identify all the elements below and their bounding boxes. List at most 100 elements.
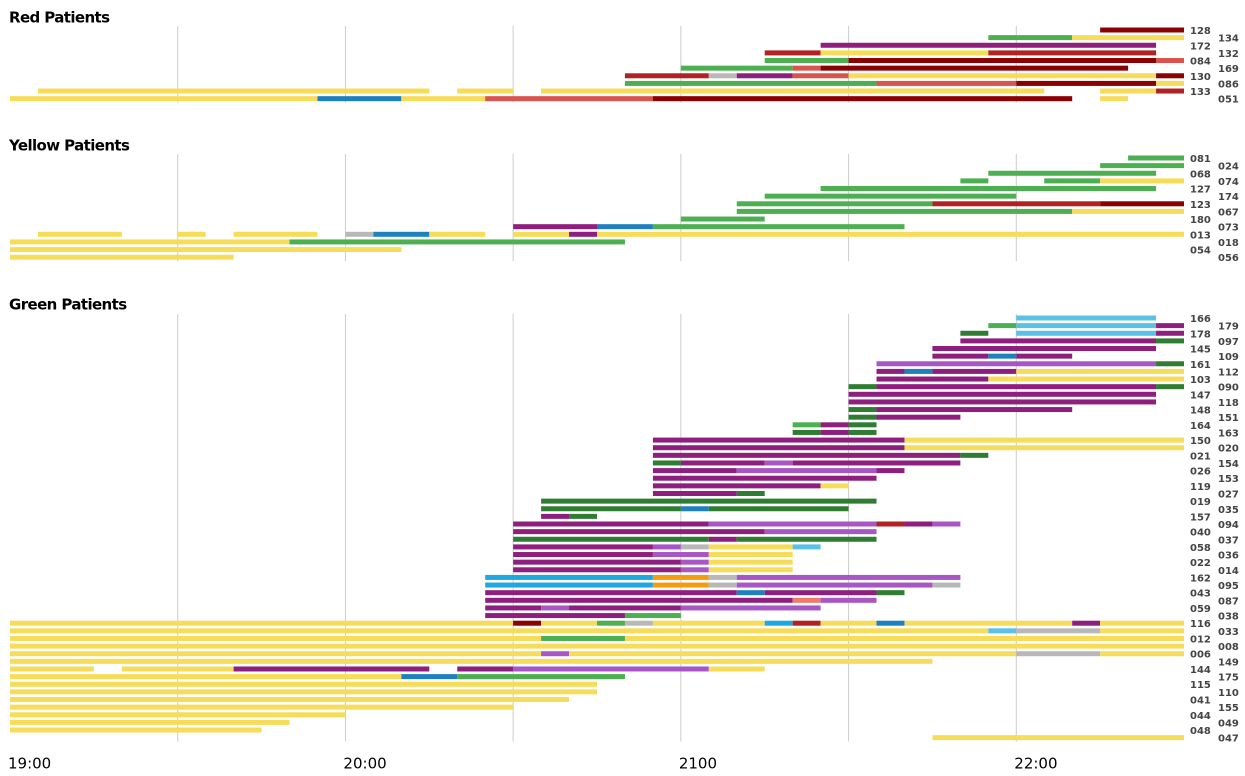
segment (876, 361, 1157, 367)
segment (10, 689, 597, 695)
segment (10, 651, 542, 657)
row-label: 054 (1190, 246, 1211, 257)
segment (1016, 651, 1101, 657)
segment (1016, 330, 1157, 336)
row-label: 019 (1190, 497, 1211, 508)
row-label: 026 (1190, 467, 1211, 478)
segment (652, 552, 709, 558)
segment (876, 407, 1073, 413)
segment (1100, 620, 1184, 626)
segment (708, 536, 737, 542)
segment (988, 170, 1157, 176)
segment (876, 376, 989, 382)
segment (1100, 163, 1184, 169)
segment (736, 201, 933, 207)
row-label: 110 (1218, 688, 1239, 699)
segment (932, 735, 1184, 741)
row-label: 179 (1218, 322, 1239, 333)
segment (10, 666, 94, 672)
row-label: 130 (1190, 72, 1211, 83)
row-label: 164 (1190, 421, 1211, 432)
segment (569, 513, 597, 519)
segment (736, 468, 877, 474)
segment (736, 590, 765, 596)
row-label: 049 (1218, 718, 1239, 729)
segment (10, 254, 234, 260)
row-label: 127 (1190, 185, 1211, 196)
segment (177, 231, 206, 237)
segment (680, 567, 709, 573)
segment (289, 239, 625, 245)
segment (988, 50, 1157, 56)
segment (680, 216, 765, 222)
segment (876, 384, 1157, 390)
segment (1016, 323, 1157, 329)
segment (876, 368, 905, 374)
segment (457, 674, 625, 680)
row-label: 022 (1190, 558, 1211, 569)
segment (1016, 315, 1157, 321)
segment (988, 35, 1073, 41)
row-label: 012 (1190, 634, 1211, 645)
segment (1100, 628, 1184, 634)
segment (1156, 88, 1184, 94)
row-label: 074 (1218, 177, 1239, 188)
segment (10, 620, 514, 626)
row-label: 024 (1218, 162, 1239, 173)
segment (876, 468, 905, 474)
segment (513, 231, 570, 237)
segment (1016, 368, 1184, 374)
segment (10, 635, 542, 641)
segment (848, 429, 877, 435)
segment (10, 712, 346, 718)
row-label: 097 (1218, 337, 1239, 348)
segment (904, 620, 1073, 626)
segment (401, 674, 458, 680)
segment (680, 506, 709, 512)
segment (10, 727, 262, 733)
segment (904, 368, 933, 374)
segment (485, 590, 737, 596)
segment (932, 201, 1101, 207)
segment (1100, 96, 1129, 102)
row-label: 037 (1218, 535, 1239, 546)
segment (820, 186, 1157, 192)
segment (317, 96, 402, 102)
segment (848, 422, 877, 428)
segment (597, 620, 625, 626)
segment (233, 231, 318, 237)
segment (708, 552, 793, 558)
segment (10, 704, 514, 710)
row-label: 144 (1190, 665, 1211, 676)
segment (485, 582, 653, 588)
row-label: 178 (1190, 329, 1211, 340)
segment (848, 58, 1157, 64)
segment (764, 50, 821, 56)
segment (1156, 384, 1184, 390)
segment (10, 681, 597, 687)
segment (652, 582, 709, 588)
row-label: 027 (1218, 489, 1239, 500)
segment (597, 231, 1184, 237)
segment (736, 73, 793, 79)
segment (1072, 35, 1184, 41)
x-tick-label: 20:00 (343, 755, 386, 773)
chart-title: Green Patients (9, 296, 127, 314)
segment (820, 429, 849, 435)
segment (792, 544, 821, 550)
row-label: 058 (1190, 543, 1211, 554)
segment (708, 582, 737, 588)
segment (848, 399, 1157, 405)
row-label: 038 (1218, 612, 1239, 623)
segment (848, 407, 877, 413)
segment (680, 65, 793, 71)
segment (988, 628, 1017, 634)
segment (541, 513, 570, 519)
segment (652, 445, 905, 451)
segment (37, 231, 122, 237)
segment (652, 620, 765, 626)
segment (876, 590, 905, 596)
row-label: 067 (1218, 207, 1239, 218)
row-label: 021 (1190, 451, 1211, 462)
row-label: 008 (1218, 642, 1239, 653)
